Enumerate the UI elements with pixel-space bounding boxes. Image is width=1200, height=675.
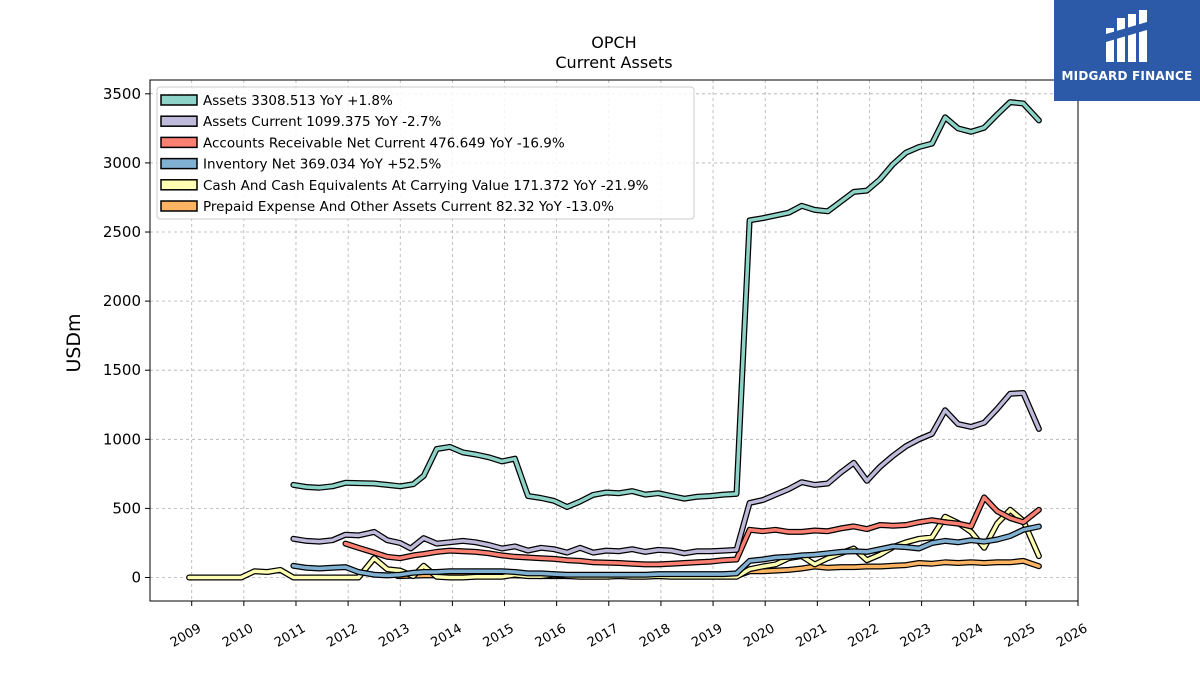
legend-swatch [160, 94, 198, 106]
legend-label: Prepaid Expense And Other Assets Current… [203, 199, 614, 215]
x-tick-label: 2011 [272, 621, 308, 651]
plot-frame [149, 79, 1079, 602]
y-tick-label: 1000 [103, 430, 141, 448]
x-tick-label: 2009 [168, 621, 204, 651]
legend-label: Inventory Net 369.034 YoY +52.5% [203, 157, 441, 173]
y-axis-label: USDm [63, 313, 85, 372]
series-lines [186, 99, 1042, 581]
x-tick-label: 2017 [585, 621, 621, 651]
y-tick-label: 2500 [103, 223, 141, 241]
legend-swatch [160, 115, 198, 127]
y-tick-label: 0 [131, 569, 141, 587]
legend-swatch [160, 179, 198, 191]
legend-swatch [160, 157, 198, 170]
x-tick-label: 2013 [376, 621, 412, 651]
y-tick-label: 1500 [103, 361, 141, 379]
x-tick-label: 2021 [793, 621, 829, 651]
x-tick-label: 2025 [1002, 621, 1038, 651]
x-tick-label: 2015 [481, 621, 517, 651]
chart-subtitle: Current Assets [555, 53, 672, 72]
chart-title: OPCH [591, 33, 636, 52]
series-stroke [343, 495, 1041, 567]
x-tick-label: 2016 [533, 621, 569, 651]
series-line [342, 494, 1042, 568]
series-line [290, 390, 1042, 557]
legend-swatch [160, 136, 198, 149]
brand-logo: MIDGARD FINANCE [1054, 0, 1200, 101]
y-tick-label: 3000 [103, 154, 141, 172]
x-tick-label: 2012 [324, 621, 360, 651]
x-tick-label: 2024 [950, 621, 986, 651]
legend-label: Assets 3308.513 YoY +1.8% [203, 93, 393, 109]
series-line [290, 523, 1042, 579]
legend-label: Accounts Receivable Net Current 476.649 … [203, 135, 565, 151]
legend: Assets 3308.513 YoY +1.8% Assets Current … [156, 86, 695, 220]
series-line [290, 99, 1042, 510]
x-tick-label: 2018 [637, 621, 673, 651]
series-stroke [291, 100, 1041, 509]
y-tick-label: 2000 [103, 292, 141, 310]
x-tick-label: 2019 [689, 621, 725, 651]
brand-emblem-icon [1106, 10, 1147, 62]
x-tick-label: 2014 [429, 621, 465, 651]
brand-name: MIDGARD FINANCE [1061, 69, 1193, 83]
y-tick-label: 500 [112, 499, 141, 517]
x-tick-label: 2010 [220, 621, 256, 651]
legend-label: Cash And Cash Equivalents At Carrying Va… [203, 178, 649, 194]
x-tick-label: 2026 [1054, 621, 1090, 651]
series-stroke [291, 391, 1041, 556]
legend-box [156, 86, 695, 220]
y-tick-label: 3500 [103, 85, 141, 103]
x-tick-label: 2020 [741, 621, 777, 651]
x-tick-label: 2022 [846, 621, 882, 651]
series-outline [290, 390, 1042, 557]
x-tick-label: 2023 [898, 621, 934, 651]
legend-swatch [160, 200, 198, 212]
series-stroke [291, 524, 1041, 578]
legend-label: Assets Current 1099.375 YoY -2.7% [203, 114, 442, 130]
